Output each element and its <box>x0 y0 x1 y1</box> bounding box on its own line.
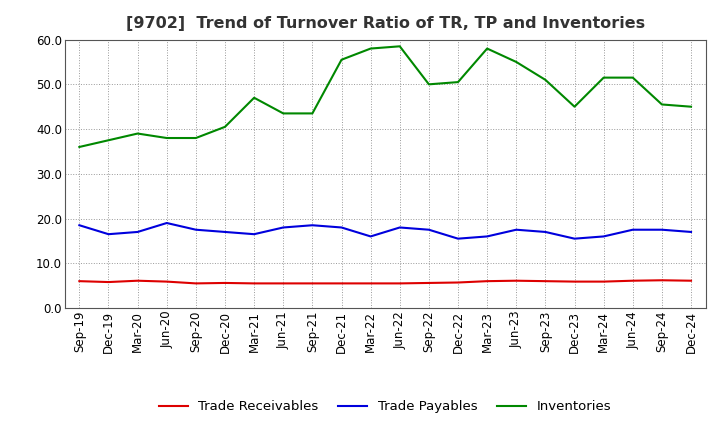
Inventories <box>308 111 317 116</box>
Inventories <box>657 102 666 107</box>
Trade Receivables <box>454 280 462 285</box>
Trade Receivables <box>425 280 433 286</box>
Inventories <box>250 95 258 100</box>
Trade Receivables <box>308 281 317 286</box>
Inventories <box>425 82 433 87</box>
Trade Receivables <box>570 279 579 284</box>
Inventories <box>192 136 200 141</box>
Trade Payables <box>599 234 608 239</box>
Trade Receivables <box>512 278 521 283</box>
Trade Payables <box>337 225 346 230</box>
Trade Payables <box>483 234 492 239</box>
Inventories <box>687 104 696 109</box>
Trade Receivables <box>541 279 550 284</box>
Trade Payables <box>308 223 317 228</box>
Trade Payables <box>657 227 666 232</box>
Inventories <box>454 80 462 85</box>
Trade Payables <box>104 231 113 237</box>
Trade Payables <box>279 225 287 230</box>
Inventories <box>395 44 404 49</box>
Trade Receivables <box>220 280 229 286</box>
Line: Trade Receivables: Trade Receivables <box>79 280 691 283</box>
Trade Payables <box>366 234 375 239</box>
Inventories <box>541 77 550 82</box>
Trade Receivables <box>395 281 404 286</box>
Trade Payables <box>192 227 200 232</box>
Inventories <box>629 75 637 80</box>
Trade Receivables <box>687 278 696 283</box>
Trade Receivables <box>629 278 637 283</box>
Line: Inventories: Inventories <box>79 46 691 147</box>
Inventories <box>599 75 608 80</box>
Trade Payables <box>629 227 637 232</box>
Inventories <box>163 136 171 141</box>
Inventories <box>133 131 142 136</box>
Inventories <box>279 111 287 116</box>
Trade Payables <box>395 225 404 230</box>
Trade Payables <box>541 229 550 235</box>
Trade Payables <box>687 229 696 235</box>
Trade Receivables <box>104 279 113 285</box>
Line: Trade Payables: Trade Payables <box>79 223 691 238</box>
Inventories <box>570 104 579 109</box>
Trade Payables <box>570 236 579 241</box>
Trade Payables <box>250 231 258 237</box>
Trade Receivables <box>483 279 492 284</box>
Inventories <box>104 138 113 143</box>
Title: [9702]  Trend of Turnover Ratio of TR, TP and Inventories: [9702] Trend of Turnover Ratio of TR, TP… <box>125 16 645 32</box>
Trade Payables <box>75 223 84 228</box>
Trade Receivables <box>250 281 258 286</box>
Trade Receivables <box>599 279 608 284</box>
Trade Payables <box>133 229 142 235</box>
Trade Payables <box>220 229 229 235</box>
Trade Receivables <box>657 278 666 283</box>
Trade Payables <box>454 236 462 241</box>
Trade Receivables <box>192 281 200 286</box>
Trade Receivables <box>337 281 346 286</box>
Inventories <box>75 144 84 150</box>
Legend: Trade Receivables, Trade Payables, Inventories: Trade Receivables, Trade Payables, Inven… <box>159 400 611 414</box>
Inventories <box>337 57 346 62</box>
Inventories <box>483 46 492 51</box>
Trade Receivables <box>163 279 171 284</box>
Trade Payables <box>512 227 521 232</box>
Trade Receivables <box>366 281 375 286</box>
Trade Receivables <box>279 281 287 286</box>
Trade Receivables <box>75 279 84 284</box>
Trade Receivables <box>133 278 142 283</box>
Inventories <box>220 124 229 129</box>
Trade Payables <box>163 220 171 226</box>
Inventories <box>366 46 375 51</box>
Trade Payables <box>425 227 433 232</box>
Inventories <box>512 59 521 65</box>
